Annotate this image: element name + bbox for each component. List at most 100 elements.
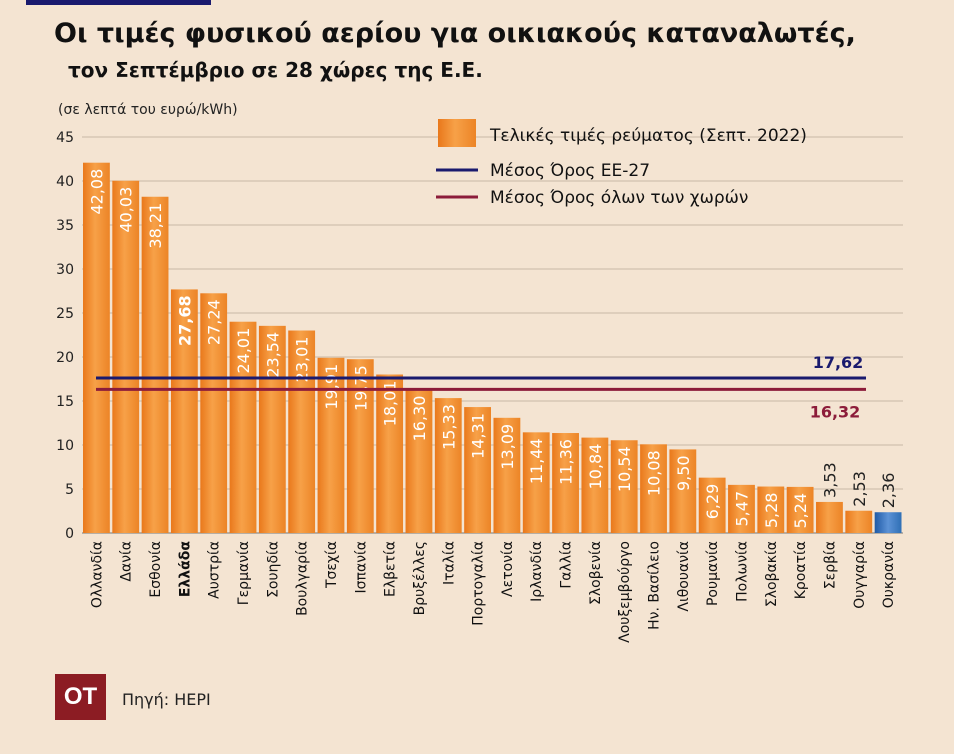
y-tick-label: 25 — [56, 306, 74, 322]
bar — [434, 398, 462, 533]
bar-value-label: 23,01 — [293, 337, 312, 383]
x-category-label: Ην. Βασίλειο — [647, 541, 663, 630]
bar-value-label: 19,91 — [322, 364, 341, 410]
bar — [552, 433, 579, 533]
legend-bar-swatch — [438, 119, 476, 147]
chart-title: Οι τιμές φυσικού αερίου για οικιακούς κα… — [54, 18, 856, 49]
x-category-label: Βουλγαρία — [295, 541, 311, 616]
x-category-label: Ελλάδα — [177, 541, 193, 598]
x-category-label: Λουξεμβούργο — [617, 541, 633, 643]
chart-subtitle: τον Σεπτέμβριο σε 28 χώρες της Ε.Ε. — [68, 58, 483, 82]
bar — [464, 407, 491, 533]
eu-average-value: 17,62 — [813, 353, 864, 372]
bar-value-label: 27,24 — [205, 299, 224, 345]
x-category-label: Γαλλία — [559, 541, 575, 589]
bar — [376, 374, 404, 533]
bar-value-label: 40,03 — [117, 187, 136, 233]
y-tick-label: 30 — [56, 262, 74, 278]
y-axis-label: (σε λεπτά του ευρώ/kWh) — [58, 102, 238, 118]
ot-logo: OT — [55, 674, 106, 720]
bar — [200, 293, 228, 533]
legend-eu-label: Μέσος Όρος ΕΕ-27 — [490, 161, 650, 181]
y-tick-label: 40 — [56, 174, 74, 190]
bar-value-label: 3,53 — [820, 462, 839, 498]
bar — [610, 440, 638, 533]
x-category-label: Σλοβενία — [588, 541, 604, 605]
x-category-label: Λετονία — [500, 541, 516, 597]
bar-value-label: 5,28 — [762, 493, 781, 529]
legend-all-label: Μέσος Όρος όλων των χωρών — [490, 188, 748, 208]
top-accent-bar — [26, 0, 211, 5]
x-category-label: Τσεχία — [324, 541, 340, 589]
bar — [288, 330, 316, 533]
x-category-label: Ρουμανία — [705, 541, 721, 606]
x-category-label: Πορτογαλία — [471, 541, 487, 626]
bar-value-label: 16,30 — [410, 396, 429, 442]
x-category-label: Αυστρία — [207, 541, 223, 599]
all-average-value: 16,32 — [810, 402, 861, 421]
y-tick-label: 35 — [56, 218, 74, 234]
bar — [229, 321, 257, 533]
bar-value-label: 10,08 — [645, 450, 664, 496]
bar-value-label: 2,53 — [850, 471, 869, 507]
bar — [141, 196, 169, 533]
bar-value-label: 14,31 — [469, 413, 488, 459]
bar — [493, 417, 521, 533]
bar — [874, 512, 902, 533]
y-tick-label: 10 — [56, 438, 74, 454]
x-category-label: Γερμανία — [236, 541, 252, 605]
bar — [757, 486, 785, 533]
bar — [816, 501, 843, 533]
bar — [317, 357, 345, 533]
bar-value-label: 27,68 — [175, 295, 194, 346]
legend-bar-label: Τελικές τιμές ρεύματος (Σεπτ. 2022) — [489, 126, 807, 146]
y-tick-label: 5 — [65, 482, 74, 498]
bar-value-label: 18,01 — [381, 381, 400, 427]
bar — [522, 432, 550, 533]
bar-value-label: 11,44 — [527, 438, 546, 484]
x-category-label: Πολωνία — [734, 541, 750, 602]
bar — [786, 486, 814, 533]
x-category-label: Ελβετία — [383, 541, 399, 597]
bar-value-label: 6,29 — [703, 484, 722, 520]
bar — [405, 389, 433, 533]
x-category-label: Ισπανία — [353, 541, 369, 593]
bar-value-label: 5,24 — [791, 493, 810, 529]
bar-value-label: 9,50 — [674, 455, 693, 491]
bar — [170, 289, 198, 533]
bar-value-label: 38,21 — [146, 203, 165, 249]
bar — [640, 444, 667, 533]
x-category-label: Ολλανδία — [89, 541, 105, 608]
bar-value-label: 11,36 — [557, 439, 576, 485]
y-tick-label: 15 — [56, 394, 74, 410]
bar-value-label: 23,54 — [263, 332, 282, 378]
bar — [845, 510, 873, 533]
bar-value-label: 24,01 — [234, 328, 253, 374]
x-category-label: Λιθουανία — [676, 541, 692, 612]
x-category-label: Σλοβακία — [764, 541, 780, 607]
bar — [698, 477, 726, 533]
bar-value-label: 42,08 — [87, 169, 106, 215]
bar-value-label: 2,36 — [879, 473, 898, 509]
bar-value-label: 5,47 — [732, 491, 751, 527]
x-category-label: Δανία — [119, 541, 135, 582]
bar — [728, 484, 755, 533]
x-category-label: Βρυξέλλες — [412, 541, 428, 615]
bar — [669, 449, 697, 533]
bar — [112, 180, 140, 533]
x-category-label: Ιρλανδία — [529, 541, 545, 602]
x-category-label: Σουηδία — [265, 541, 281, 598]
bar-value-label: 10,84 — [586, 444, 605, 490]
bar — [83, 162, 110, 534]
y-tick-label: 45 — [56, 130, 74, 146]
bar-value-label: 13,09 — [498, 424, 517, 470]
bar-value-label: 15,33 — [439, 404, 458, 450]
x-category-label: Σερβία — [822, 541, 838, 589]
y-tick-label: 0 — [65, 526, 74, 542]
x-category-label: Ιταλία — [441, 541, 457, 585]
x-category-label: Ουκρανία — [881, 541, 897, 608]
bar — [581, 437, 609, 533]
bar — [258, 325, 286, 533]
bar-value-label: 10,54 — [615, 446, 634, 492]
